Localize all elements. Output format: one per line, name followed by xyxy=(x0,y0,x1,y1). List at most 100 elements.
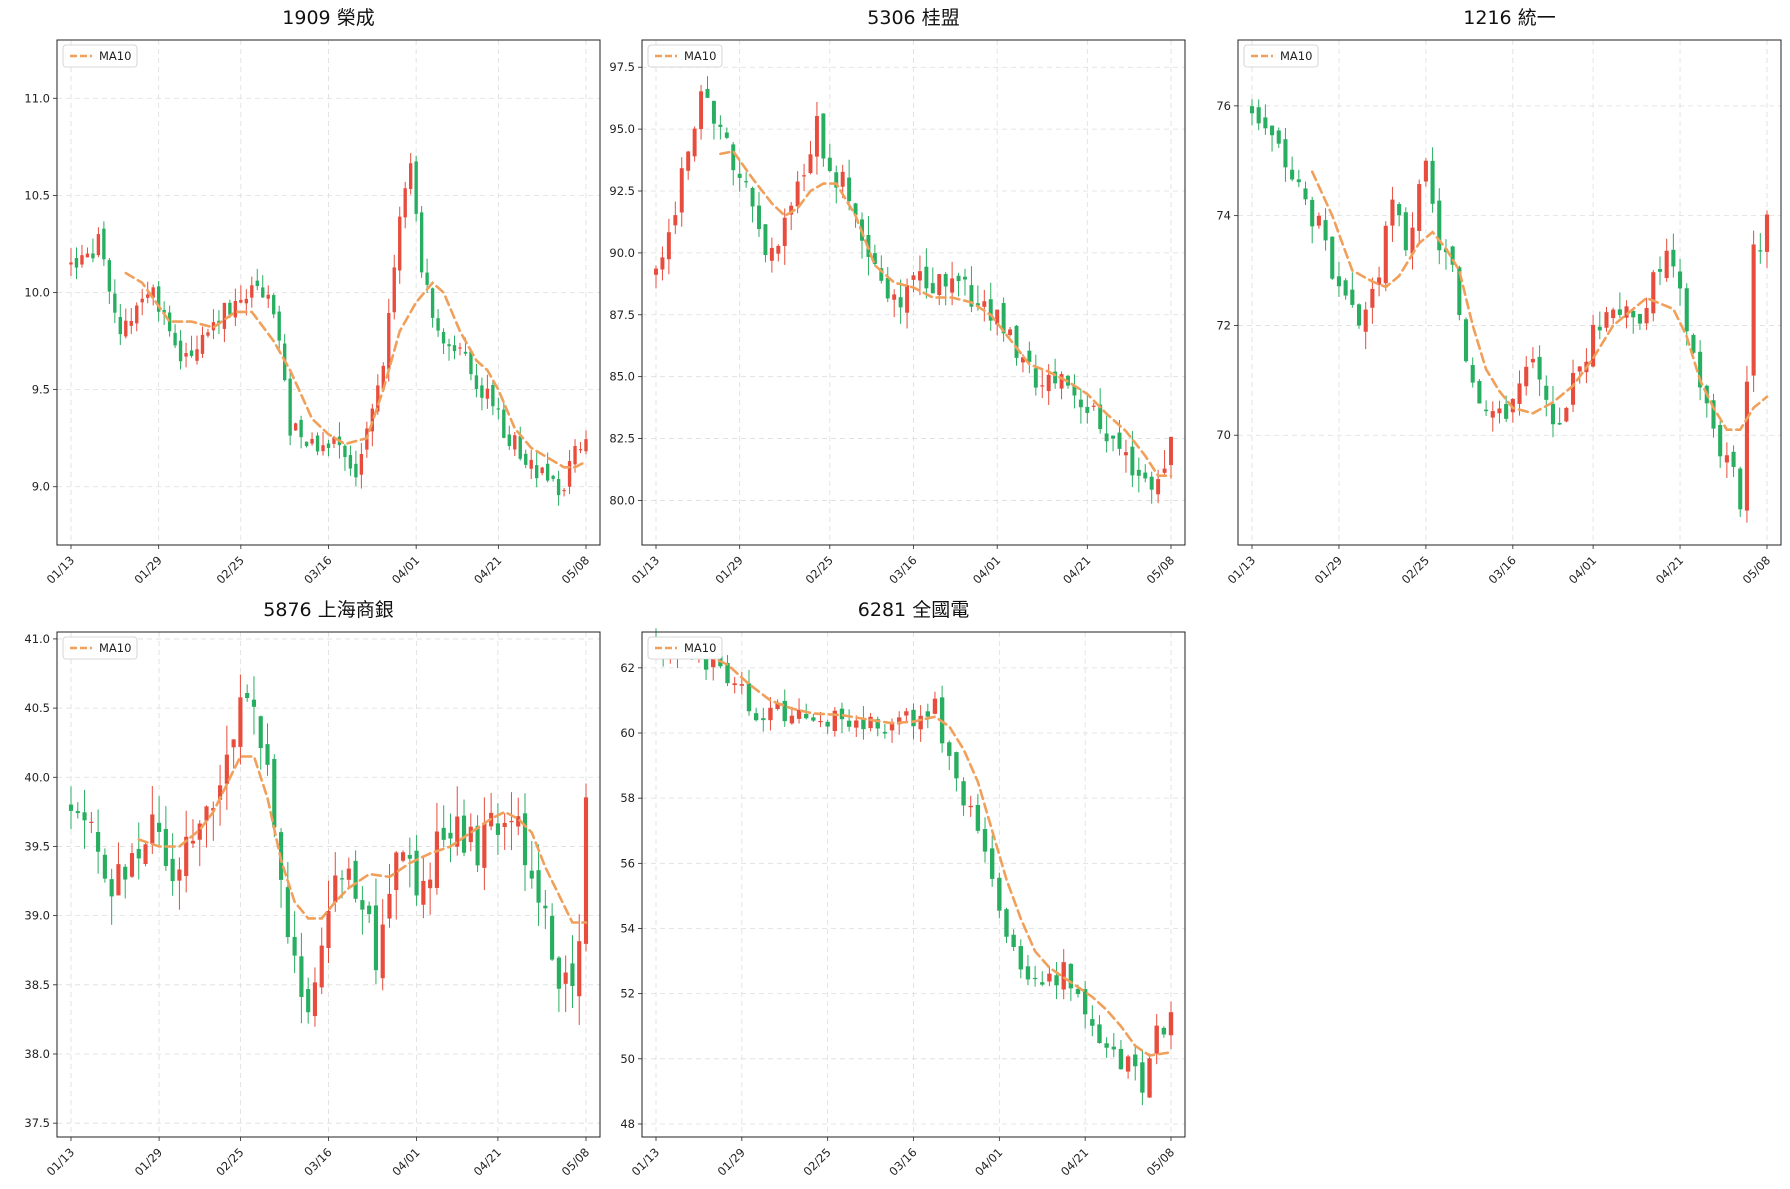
candle-body xyxy=(430,288,435,318)
candle-body xyxy=(419,212,424,273)
y-tick-label: 40.0 xyxy=(24,770,50,784)
candle-body xyxy=(911,275,916,280)
candle-body xyxy=(513,435,517,450)
candle-body xyxy=(452,345,457,352)
candle-body xyxy=(757,205,761,230)
candle-body xyxy=(231,739,236,748)
chart-panel: 1909 榮成 9.0 9.5 10.0 10.5 11.0 01/13 01/29 02/25… xyxy=(10,0,601,590)
candle-body xyxy=(310,438,314,444)
candle-body xyxy=(394,852,399,891)
x-tick-label: 04/21 xyxy=(1653,553,1686,586)
candle-body xyxy=(403,188,407,218)
candle-body xyxy=(502,822,507,827)
chart-panel: 1216 統一 70 72 74 76 01/13 01/29 02/25 03/16 04/01… xyxy=(1200,0,1790,590)
candle-body xyxy=(250,285,254,298)
candle-body xyxy=(428,879,433,889)
candle-body xyxy=(775,703,780,709)
candle-body xyxy=(1437,200,1442,251)
candle-body xyxy=(911,709,916,727)
x-tick-label: 03/16 xyxy=(1486,553,1519,586)
plot-frame xyxy=(56,39,601,546)
candle-body xyxy=(711,658,716,668)
candle-body xyxy=(898,297,903,308)
candle-body xyxy=(304,441,309,447)
candle-body xyxy=(277,311,281,341)
candle-body xyxy=(245,692,250,699)
candle-body xyxy=(265,744,270,765)
y-tick-label: 39.5 xyxy=(24,839,50,853)
candle-body xyxy=(1078,399,1083,408)
candle-body xyxy=(1430,160,1435,204)
candle-body xyxy=(961,781,966,806)
candle-body xyxy=(1098,404,1103,430)
candle-body xyxy=(177,869,182,881)
candle-body xyxy=(107,260,112,292)
candle-body xyxy=(354,463,358,478)
y-tick-label: 56 xyxy=(620,856,635,870)
candle-body xyxy=(924,266,929,289)
candle-body xyxy=(1316,215,1321,226)
candle-body xyxy=(789,205,794,215)
candle-body xyxy=(1597,326,1602,331)
candle-body xyxy=(109,879,114,897)
candle-body xyxy=(206,332,210,336)
candle-body xyxy=(1657,269,1663,272)
candle-body xyxy=(474,375,479,389)
candle-body xyxy=(367,905,372,915)
candle-body xyxy=(950,278,955,293)
candle-body xyxy=(1510,398,1515,413)
candle-body xyxy=(1296,179,1301,183)
candle-body xyxy=(475,825,480,866)
candle-body xyxy=(968,805,973,808)
candle-body xyxy=(1270,125,1275,136)
candle-body xyxy=(1008,329,1013,335)
candle-body xyxy=(502,409,506,438)
candle-body xyxy=(1617,309,1622,315)
y-tick-label: 41.0 xyxy=(24,632,50,646)
candle-body xyxy=(1651,272,1656,314)
plot-frame xyxy=(641,631,1186,1138)
candle-body xyxy=(74,257,79,268)
candle-body xyxy=(814,116,819,157)
candle-body xyxy=(441,331,446,344)
candle-body xyxy=(1363,309,1368,332)
candle-body xyxy=(1731,451,1736,467)
candle-body xyxy=(387,893,392,919)
candle-body xyxy=(917,271,922,281)
x-tick-label: 05/08 xyxy=(1144,1145,1177,1178)
x-tick-label: 01/13 xyxy=(629,553,662,586)
legend-label: MA10 xyxy=(99,49,131,63)
candle-body xyxy=(563,972,568,984)
candle-body xyxy=(118,317,122,335)
legend: MA10 xyxy=(62,636,138,660)
candle-body xyxy=(1118,1048,1124,1070)
y-tick-label: 9.0 xyxy=(32,480,50,494)
candle-body xyxy=(746,683,752,712)
ma10-line xyxy=(719,149,1173,477)
candle-body xyxy=(556,479,561,496)
chart-panel: 5306 桂盟 80.0 82.5 85.0 87.5 90.0 92.5 95.0 97.5 0… xyxy=(605,0,1195,590)
candle-body xyxy=(261,287,265,298)
candle-body xyxy=(162,309,166,313)
candle-body xyxy=(1075,988,1081,995)
y-tick-label: 38.5 xyxy=(24,978,50,992)
candle-body xyxy=(540,467,544,474)
candle-body xyxy=(879,268,884,281)
candle-body xyxy=(414,161,418,214)
candle-body xyxy=(832,710,838,732)
candle-body xyxy=(1156,479,1161,495)
candle-body xyxy=(768,707,773,721)
chart-title: 1216 統一 xyxy=(1463,7,1555,29)
y-tick-label: 52 xyxy=(620,987,635,1001)
candle-body xyxy=(897,717,902,725)
x-tick-label: 01/29 xyxy=(715,1145,748,1178)
candle-body xyxy=(997,877,1002,911)
candle-body xyxy=(947,742,952,756)
candle-body xyxy=(1147,1058,1152,1098)
candle-body xyxy=(482,822,487,868)
candle-body xyxy=(1303,188,1308,200)
candle-body xyxy=(776,245,781,254)
candle-body xyxy=(151,287,155,298)
candles xyxy=(68,674,589,1027)
candle-body xyxy=(156,286,161,312)
